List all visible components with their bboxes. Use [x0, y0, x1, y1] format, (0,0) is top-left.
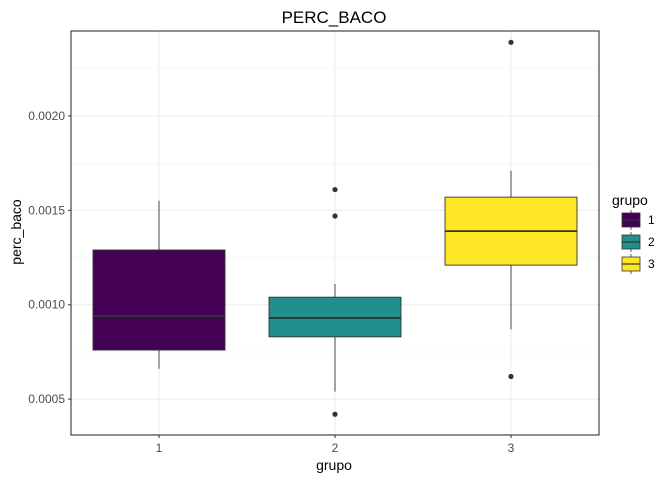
legend: grupo 1 2 3 — [612, 192, 655, 274]
legend-item-3: 3 — [621, 254, 655, 274]
outlier-point — [332, 186, 338, 193]
box-group-1 — [92, 200, 226, 369]
outlier-point — [508, 373, 514, 380]
y-tick-label: 0.0015 — [28, 203, 65, 217]
box-group-3 — [444, 39, 578, 380]
plot-area: 0.0005 0.0010 0.0015 0.0020 1 2 3 — [28, 30, 600, 455]
legend-label: 1 — [648, 213, 655, 227]
outlier-point — [508, 39, 514, 45]
chart-title: PERC_BACO — [282, 8, 387, 27]
x-tick-label: 1 — [156, 441, 163, 455]
box-iqr — [92, 249, 226, 351]
y-tick-label: 0.0020 — [28, 109, 65, 123]
legend-label: 3 — [648, 257, 655, 271]
y-axis-title: perc_baco — [8, 199, 24, 265]
legend-item-2: 2 — [621, 232, 655, 252]
outlier-point — [332, 213, 338, 219]
outlier-point — [332, 411, 338, 417]
y-tick-label: 0.0005 — [28, 392, 65, 406]
x-tick-label: 2 — [332, 441, 339, 455]
legend-title: grupo — [612, 192, 648, 208]
legend-item-1: 1 — [621, 210, 655, 230]
box-iqr — [268, 296, 402, 338]
box-group-2 — [268, 186, 402, 417]
x-tick-label: 3 — [508, 441, 515, 455]
y-tick-label: 0.0010 — [28, 298, 65, 312]
legend-label: 2 — [648, 235, 655, 249]
x-axis-title: grupo — [316, 457, 352, 473]
